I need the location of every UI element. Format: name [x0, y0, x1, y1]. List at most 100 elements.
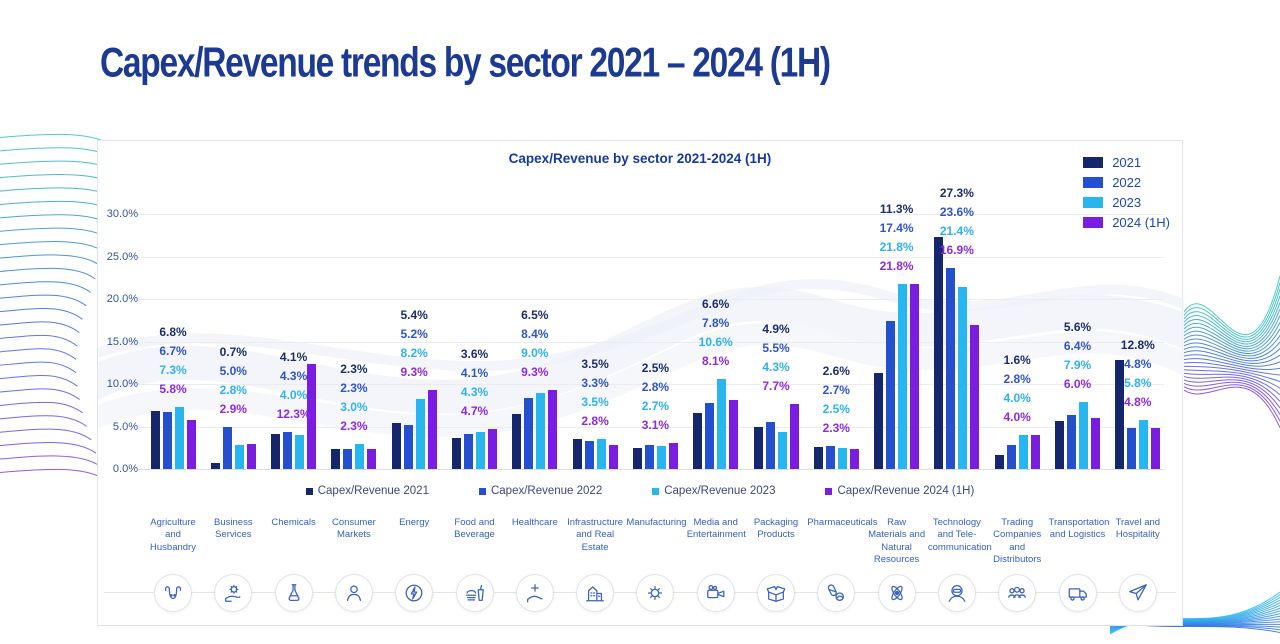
legend-item-2022: 2022: [1083, 175, 1170, 190]
value-label: 9.3%: [521, 364, 549, 379]
bar: [355, 443, 365, 469]
bar: [753, 427, 763, 469]
bar: [1127, 428, 1137, 469]
bar: [849, 449, 859, 469]
bar: [234, 445, 244, 469]
value-label: 8.2%: [400, 345, 428, 360]
value-label: 4.3%: [460, 385, 489, 400]
category-label: Agriculture and Husbandry: [150, 517, 196, 553]
bar: [476, 432, 485, 469]
category-label: Infrastructure and Real Estate: [567, 517, 624, 553]
series-legend-swatch: [478, 487, 486, 495]
bar: [958, 287, 968, 469]
bar: [1151, 428, 1161, 469]
value-label: 4.1%: [279, 350, 308, 365]
value-label: 2.7%: [822, 383, 850, 398]
bar: [427, 389, 437, 469]
legend-swatch: [1083, 197, 1104, 208]
value-label: 4.1%: [460, 366, 489, 381]
bar: [536, 392, 546, 469]
value-label: 2.9%: [219, 401, 247, 416]
bar: [464, 434, 473, 469]
legend-item-2023: 2023: [1083, 195, 1170, 210]
value-label: 7.7%: [762, 378, 790, 393]
bar: [934, 236, 944, 469]
value-label: 2.3%: [340, 380, 368, 395]
value-label: 6.5%: [521, 307, 549, 322]
value-label: 5.6%: [1063, 319, 1092, 334]
bar: [765, 422, 775, 469]
series-legend-item-2021: Capex/Revenue 2021: [305, 485, 429, 497]
series-legend-item-2022: Capex/Revenue 2022: [478, 485, 602, 497]
value-label: 11.3%: [879, 201, 914, 216]
sector-icon-circle: [455, 574, 494, 612]
category-label: Raw Materials and Natural Resources: [868, 517, 926, 566]
bar: [693, 412, 703, 469]
legend-label: 2024 (1H): [1112, 215, 1170, 230]
value-label: 2.8%: [581, 414, 609, 429]
series-legend-label: Capex/Revenue 2024 (1H): [837, 485, 975, 497]
value-label: 16.9%: [939, 243, 974, 258]
category-label: Trading Companies and Distributors: [993, 517, 1042, 566]
gridline: [138, 384, 1164, 385]
value-label: 5.0%: [219, 363, 247, 378]
value-label: 6.6%: [702, 296, 730, 311]
value-label: 5.5%: [762, 340, 790, 355]
bar: [162, 412, 172, 469]
bar: [1055, 421, 1064, 469]
value-label: 27.3%: [939, 186, 974, 201]
bar: [789, 403, 799, 469]
legend-item-2021: 2021: [1083, 155, 1170, 170]
series-legend-swatch: [305, 487, 313, 495]
value-label: 6.0%: [1063, 376, 1092, 391]
bar: [403, 424, 413, 469]
legend-item-2024 (1H): 2024 (1H): [1083, 215, 1170, 230]
category-label: Media and Entertainment: [686, 517, 746, 541]
medical-cross-icon: [526, 584, 543, 603]
sector-icon-circle: [334, 574, 373, 612]
bar: [1091, 418, 1100, 469]
sector-icon-circle: [214, 574, 253, 612]
bar: [656, 446, 666, 469]
bar: [548, 389, 558, 469]
bar: [222, 426, 232, 469]
bar: [415, 399, 425, 469]
sector-icon-circle: [877, 574, 916, 612]
value-label: 7.8%: [702, 315, 730, 330]
value-label: 3.5%: [581, 357, 609, 372]
bar: [246, 444, 256, 469]
sector-icon-circle: [696, 574, 735, 612]
value-label: 10.6%: [698, 334, 733, 349]
value-label: 0.7%: [219, 344, 247, 359]
gridline: [138, 256, 1164, 258]
legend-swatch: [1083, 217, 1104, 228]
bar: [608, 445, 618, 469]
gear-icon: [648, 585, 663, 601]
value-label: 17.4%: [879, 220, 914, 235]
truck-icon: [1068, 588, 1087, 601]
lightning-icon: [405, 584, 423, 602]
value-label: 7.3%: [159, 362, 187, 377]
left-wave-decoration: [0, 133, 117, 481]
bar: [813, 446, 823, 469]
legend-label: 2021: [1112, 155, 1142, 170]
value-label: 5.8%: [1124, 375, 1152, 390]
value-label: 9.0%: [521, 345, 549, 360]
category-label: Consumer Markets: [331, 517, 376, 541]
value-label: 6.7%: [159, 343, 187, 358]
bar: [186, 419, 196, 469]
pills-icon: [828, 584, 845, 601]
legend-label: 2022: [1112, 175, 1142, 190]
value-label: 5.8%: [159, 381, 187, 396]
value-label: 4.0%: [1003, 410, 1031, 424]
value-label: 6.8%: [159, 324, 187, 339]
legend-label: 2023: [1112, 195, 1142, 210]
bar: [1018, 435, 1028, 469]
bar: [572, 439, 582, 469]
bar: [343, 449, 353, 469]
value-label: 21.8%: [879, 258, 914, 273]
value-label: 1.6%: [1003, 353, 1031, 367]
value-label: 9.3%: [400, 364, 428, 379]
background-wave-watermark: [98, 279, 1184, 437]
